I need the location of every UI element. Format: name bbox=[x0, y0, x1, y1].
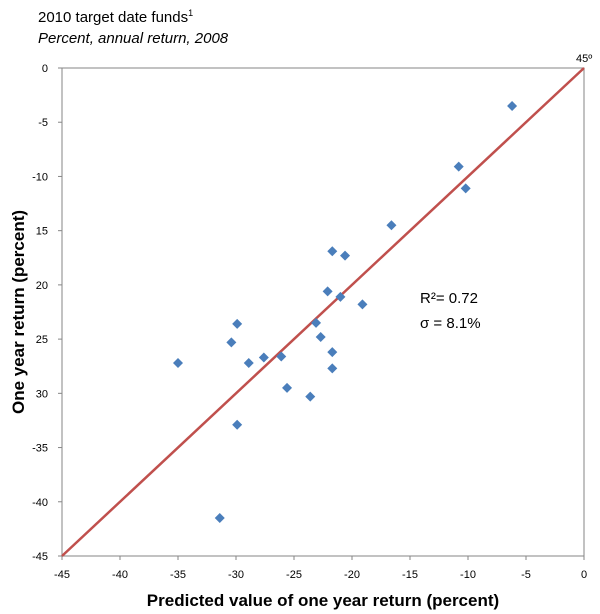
scatter-point bbox=[315, 331, 326, 342]
x-tick-label: -15 bbox=[402, 569, 418, 581]
scatter-point bbox=[327, 347, 338, 358]
y-axis-ticks: 0 -5 -10 15 20 25 30 -35 -40 -45 bbox=[32, 63, 62, 563]
x-tick-label: -25 bbox=[286, 569, 302, 581]
x-tick-label: -5 bbox=[521, 569, 531, 581]
chart-title-text: 2010 target date funds bbox=[38, 9, 189, 26]
scatter-point bbox=[335, 291, 346, 302]
title-footnote-marker: 1 bbox=[188, 8, 194, 18]
plot-area-border bbox=[61, 67, 585, 557]
x-tick-label: -20 bbox=[344, 569, 360, 581]
sigma-annotation: σ = 8.1% bbox=[420, 315, 481, 332]
y-tick-label: -35 bbox=[32, 443, 48, 455]
scatter-point bbox=[507, 100, 518, 111]
y-tick-label: 20 bbox=[36, 280, 48, 292]
x-tick-label: 0 bbox=[581, 569, 587, 581]
chart-subtitle: Percent, annual return, 2008 bbox=[38, 30, 229, 47]
scatter-point bbox=[232, 419, 243, 430]
scatter-point bbox=[311, 317, 322, 328]
y-tick-label: 25 bbox=[36, 334, 48, 346]
scatter-point bbox=[305, 391, 316, 402]
scatter-point bbox=[340, 250, 351, 261]
scatter-point bbox=[282, 382, 293, 393]
y-tick-label: -5 bbox=[38, 117, 48, 129]
scatter-point bbox=[226, 337, 237, 348]
y-tick-label: 15 bbox=[36, 226, 48, 238]
scatter-point bbox=[173, 357, 183, 368]
y-axis-title: One year return (percent) bbox=[9, 210, 28, 414]
y-tick-label: -40 bbox=[32, 497, 48, 509]
scatter-point bbox=[453, 161, 464, 172]
scatter-point bbox=[232, 318, 243, 329]
scatter-point bbox=[460, 183, 471, 194]
diagonal-45-line bbox=[61, 67, 585, 557]
scatter-point bbox=[357, 299, 368, 310]
scatter-point bbox=[276, 351, 287, 362]
x-tick-label: -45 bbox=[54, 569, 70, 581]
y-tick-label: -45 bbox=[32, 551, 48, 563]
x-tick-label: -35 bbox=[170, 569, 186, 581]
chart-title: 2010 target date funds1 bbox=[38, 8, 193, 26]
r-squared-annotation: R²= 0.72 bbox=[420, 290, 478, 307]
x-axis-ticks: -45 -40 -35 -30 -25 -20 -15 -10 -5 0 bbox=[54, 556, 587, 581]
x-tick-label: -40 bbox=[112, 569, 128, 581]
diagonal-label: 45º bbox=[576, 53, 592, 65]
scatter-point bbox=[327, 246, 338, 257]
x-tick-label: -30 bbox=[228, 569, 244, 581]
y-tick-label: -10 bbox=[32, 171, 48, 183]
x-axis-title: Predicted value of one year return (perc… bbox=[147, 591, 499, 610]
y-tick-label: 0 bbox=[42, 63, 48, 75]
scatter-point bbox=[386, 220, 397, 231]
scatter-point bbox=[243, 357, 254, 368]
data-points bbox=[173, 100, 518, 524]
diagonal-line-group bbox=[61, 67, 585, 557]
plot-frame bbox=[61, 67, 585, 557]
scatter-point bbox=[214, 513, 225, 524]
x-tick-label: -10 bbox=[460, 569, 476, 581]
y-tick-label: 30 bbox=[36, 388, 48, 400]
scatter-point bbox=[322, 286, 333, 297]
scatter-point bbox=[327, 363, 338, 374]
scatter-point bbox=[258, 352, 269, 363]
